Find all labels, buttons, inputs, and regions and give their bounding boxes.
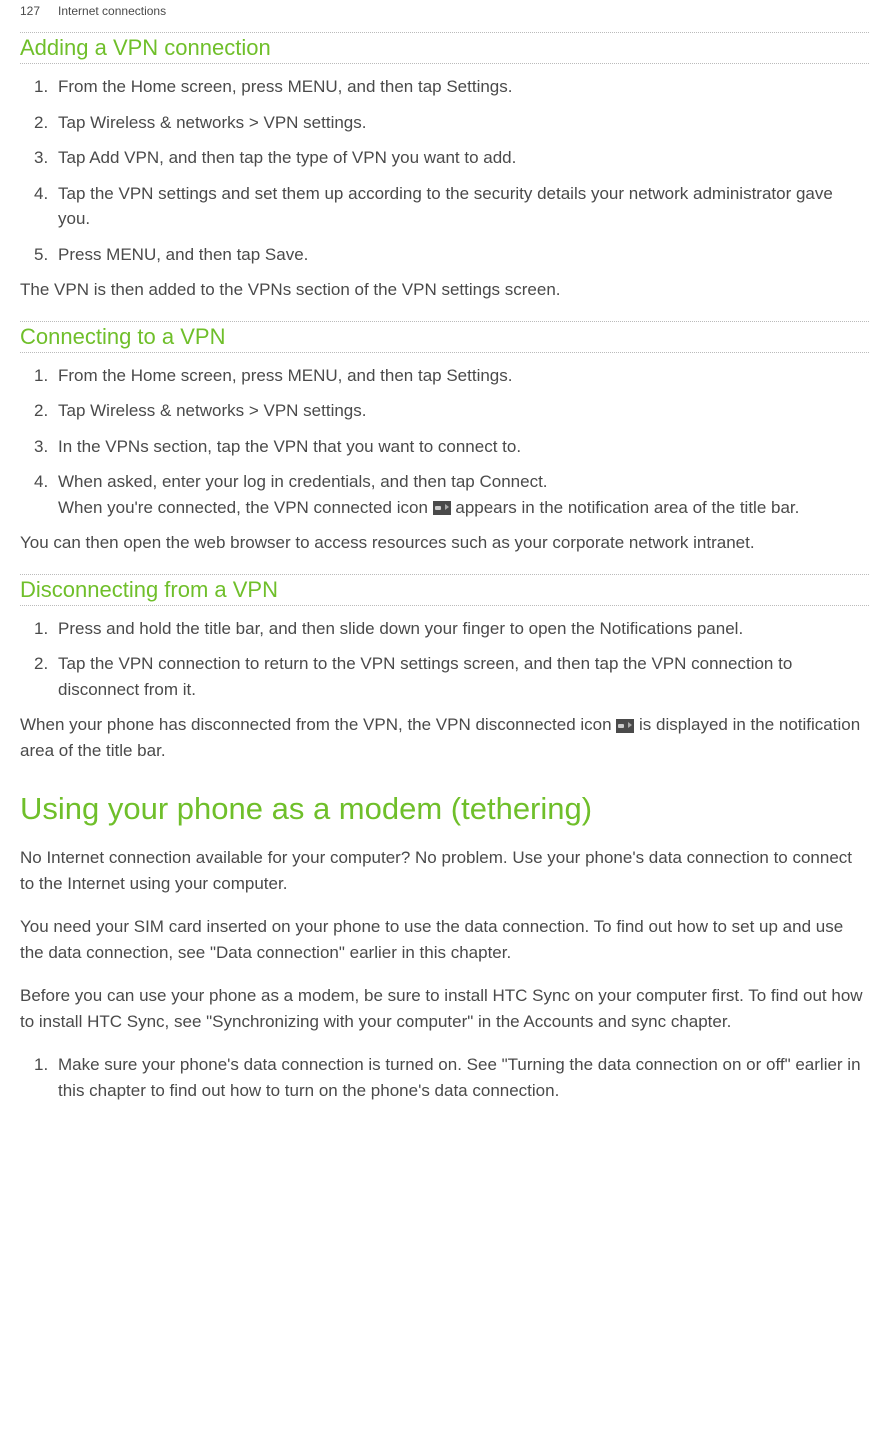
modem-paragraph: Before you can use your phone as a modem…: [20, 983, 869, 1034]
vpn-connected-icon: [433, 501, 451, 515]
list-number: 3.: [34, 145, 48, 171]
list-number: 1.: [34, 1052, 48, 1078]
list-item: 2.Tap Wireless & networks > VPN settings…: [58, 110, 869, 136]
section-footer-text: When your phone has disconnected from th…: [20, 712, 869, 763]
list-number: 5.: [34, 242, 48, 268]
list-text: Tap the VPN settings and set them up acc…: [58, 184, 833, 229]
list-number: 2.: [34, 110, 48, 136]
list-item: 3.Tap Add VPN, and then tap the type of …: [58, 145, 869, 171]
page-number: 127: [20, 4, 40, 18]
list-item: 4. When asked, enter your log in credent…: [58, 469, 869, 520]
list-number: 4.: [34, 469, 48, 495]
modem-paragraph: You need your SIM card inserted on your …: [20, 914, 869, 965]
tethering-steps: 1. Make sure your phone's data connection…: [20, 1052, 869, 1103]
list-text: Press and hold the title bar, and then s…: [58, 619, 743, 638]
main-title-tethering: Using your phone as a modem (tethering): [20, 791, 869, 827]
section-heading-wrap: Connecting to a VPN: [20, 321, 869, 353]
list-text-part-c: appears in the notification area of the …: [451, 498, 800, 517]
chapter-title: Internet connections: [58, 4, 166, 18]
list-number: 1.: [34, 363, 48, 389]
list-text: In the VPNs section, tap the VPN that yo…: [58, 437, 521, 456]
list-text: Make sure your phone's data connection i…: [58, 1055, 861, 1100]
section-footer-text: The VPN is then added to the VPNs sectio…: [20, 277, 869, 303]
list-item: 4.Tap the VPN settings and set them up a…: [58, 181, 869, 232]
list-number: 3.: [34, 434, 48, 460]
list-number: 1.: [34, 74, 48, 100]
adding-vpn-steps: 1. From the Home screen, press MENU, and …: [20, 74, 869, 267]
section-heading-connecting-vpn: Connecting to a VPN: [20, 324, 869, 350]
vpn-disconnected-icon: [616, 719, 634, 733]
list-item: 1.From the Home screen, press MENU, and …: [58, 74, 869, 100]
modem-paragraph: No Internet connection available for you…: [20, 845, 869, 896]
list-text: Press MENU, and then tap Save.: [58, 245, 308, 264]
list-number: 2.: [34, 651, 48, 677]
disconnecting-vpn-steps: 1. Press and hold the title bar, and then…: [20, 616, 869, 703]
list-text-part-b: When you're connected, the VPN connected…: [58, 498, 433, 517]
list-number: 1.: [34, 616, 48, 642]
list-item: 1.From the Home screen, press MENU, and …: [58, 363, 869, 389]
list-item: 2.Tap Wireless & networks > VPN settings…: [58, 398, 869, 424]
list-text: Tap Add VPN, and then tap the type of VP…: [58, 148, 516, 167]
list-item: 1.Press and hold the title bar, and then…: [58, 616, 869, 642]
page-header: 127 Internet connections: [20, 0, 869, 32]
list-text: Tap Wireless & networks > VPN settings.: [58, 401, 366, 420]
section-footer-text: You can then open the web browser to acc…: [20, 530, 869, 556]
list-text-part-a: When asked, enter your log in credential…: [58, 472, 548, 491]
section-heading-adding-vpn: Adding a VPN connection: [20, 35, 869, 61]
list-number: 4.: [34, 181, 48, 207]
list-text: From the Home screen, press MENU, and th…: [58, 366, 512, 385]
list-text: Tap Wireless & networks > VPN settings.: [58, 113, 366, 132]
footer-text-a: When your phone has disconnected from th…: [20, 715, 616, 734]
list-item: 5.Press MENU, and then tap Save.: [58, 242, 869, 268]
list-text: From the Home screen, press MENU, and th…: [58, 77, 512, 96]
section-heading-disconnecting-vpn: Disconnecting from a VPN: [20, 577, 869, 603]
list-item: 3.In the VPNs section, tap the VPN that …: [58, 434, 869, 460]
section-heading-wrap: Adding a VPN connection: [20, 32, 869, 64]
list-number: 2.: [34, 398, 48, 424]
list-text: Tap the VPN connection to return to the …: [58, 654, 792, 699]
list-item: 1.Make sure your phone's data connection…: [58, 1052, 869, 1103]
section-heading-wrap: Disconnecting from a VPN: [20, 574, 869, 606]
connecting-vpn-steps: 1. From the Home screen, press MENU, and …: [20, 363, 869, 521]
list-item: 2.Tap the VPN connection to return to th…: [58, 651, 869, 702]
